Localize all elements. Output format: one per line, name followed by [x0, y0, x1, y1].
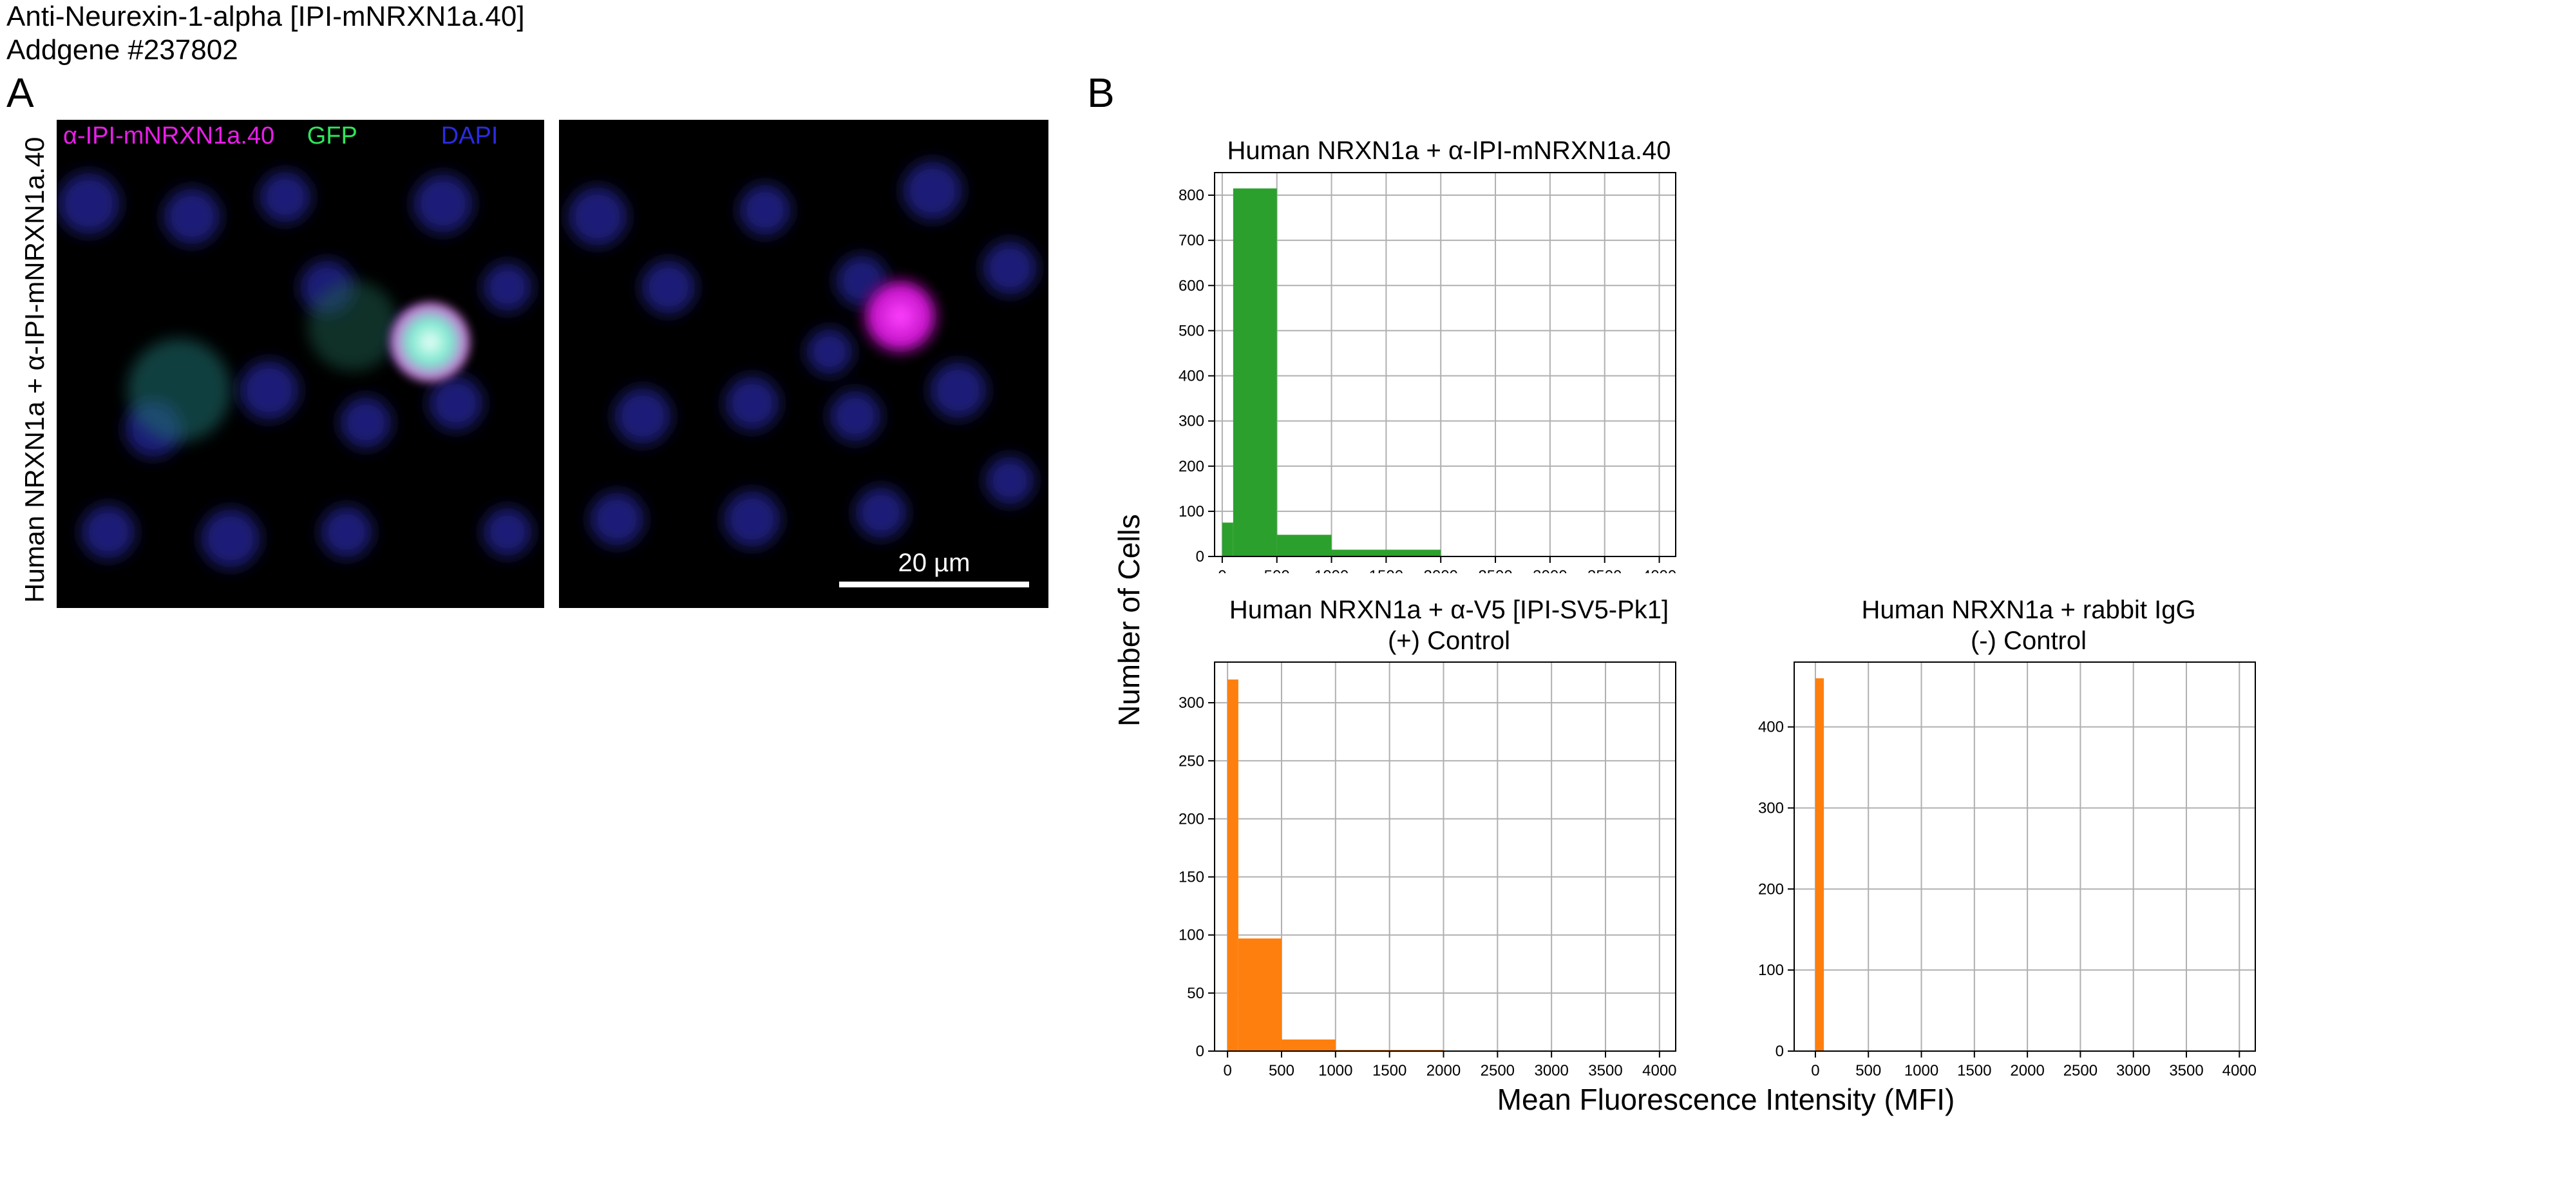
y-tick-label: 400 — [1758, 719, 1784, 736]
x-tick-label: 500 — [1855, 1062, 1881, 1079]
plot-frame — [1794, 661, 2256, 1052]
y-tick-label: 600 — [1179, 277, 1204, 294]
histogram-bar — [1331, 549, 1441, 556]
x-tick-label: 3500 — [1588, 1062, 1622, 1079]
y-tick-label: 500 — [1179, 322, 1204, 339]
y-tick-label: 400 — [1179, 368, 1204, 385]
channel-legend: α-IPI-mNRXN1a.40 GFP DAPI — [63, 122, 498, 150]
hist2-subtitle: (+) Control — [1387, 627, 1511, 655]
hist3-title: Human NRXN1a + rabbit IgG — [1861, 596, 2196, 624]
panel-a-row-label: Human NRXN1a + α-IPI-mNRXN1a.40 — [19, 137, 50, 603]
x-tick-label: 4000 — [1642, 567, 1676, 573]
plot-frame — [1214, 661, 1676, 1052]
shared-x-axis-label: Mean Fluorescence Intensity (MFI) — [1497, 1083, 1955, 1116]
histogram-bar — [1233, 188, 1277, 557]
y-tick-label: 150 — [1179, 869, 1204, 886]
x-tick-label: 2000 — [1426, 1062, 1461, 1079]
x-tick-label: 2500 — [1481, 1062, 1515, 1079]
shared-y-axis-label: Number of Cells — [1112, 514, 1146, 726]
y-tick-label: 300 — [1179, 413, 1204, 430]
x-tick-label: 1000 — [1314, 567, 1349, 573]
x-tick-label: 1000 — [1904, 1062, 1938, 1079]
x-tick-label: 500 — [1264, 567, 1290, 573]
y-tick-label: 250 — [1179, 752, 1204, 770]
x-tick-label: 2000 — [1424, 567, 1458, 573]
y-tick-label: 100 — [1179, 927, 1204, 944]
histogram-bar — [1281, 1039, 1336, 1051]
x-tick-label: 1500 — [1369, 567, 1403, 573]
x-tick-label: 4000 — [2222, 1062, 2257, 1079]
y-tick-label: 300 — [1758, 800, 1784, 817]
channel-label-dapi: DAPI — [440, 122, 498, 149]
panel-b-letter: B — [1087, 70, 1115, 116]
histogram-bar — [1222, 522, 1233, 556]
y-tick-label: 300 — [1179, 694, 1204, 712]
y-tick-label: 100 — [1758, 962, 1784, 979]
hist3-subtitle: (-) Control — [1970, 627, 2087, 655]
hist2-title: Human NRXN1a + α-V5 [IPI-SV5-Pk1] — [1229, 596, 1669, 624]
y-tick-label: 50 — [1187, 985, 1204, 1002]
x-tick-label: 2500 — [2063, 1062, 2098, 1079]
x-tick-label: 0 — [1218, 567, 1226, 573]
x-tick-label: 0 — [1223, 1062, 1231, 1079]
channel-label-gfp: GFP — [307, 122, 357, 149]
x-tick-label: 4000 — [1642, 1062, 1676, 1079]
channel-label-antibody: α-IPI-mNRXN1a.40 — [63, 122, 275, 149]
hist1-title: Human NRXN1a + α-IPI-mNRXN1a.40 — [1227, 137, 1671, 165]
x-tick-label: 1000 — [1318, 1062, 1352, 1079]
figure-subtitle: Addgene #237802 — [6, 34, 238, 66]
x-tick-label: 3500 — [1587, 567, 1622, 573]
x-tick-label: 1500 — [1372, 1062, 1406, 1079]
y-tick-label: 200 — [1179, 810, 1204, 828]
hist1-chart: 0 500 1000 1500 2000 2500 3000 3500 4000 0 100 200 3… — [1179, 172, 1676, 573]
y-tick-label: 0 — [1196, 1043, 1204, 1060]
x-tick-label: 3500 — [2169, 1062, 2203, 1079]
x-tick-label: 0 — [1811, 1062, 1819, 1079]
panel-a-letter: A — [6, 70, 34, 116]
scale-bar-label: 20 µm — [898, 549, 971, 577]
histogram-bar — [1815, 678, 1824, 1051]
hist2-chart: 0 500 1000 1500 2000 2500 3000 3500 4000 0 50 100 15… — [1179, 661, 1677, 1079]
histogram-bar — [1276, 535, 1332, 556]
plot-frame — [1214, 172, 1676, 557]
y-tick-label: 800 — [1179, 187, 1204, 204]
x-tick-label: 3000 — [1534, 1062, 1568, 1079]
micrograph-antibody-channel — [559, 120, 1048, 608]
micrograph-merged — [57, 120, 544, 608]
x-tick-label: 1500 — [1957, 1062, 1991, 1079]
figure-title: Anti-Neurexin-1-alpha [IPI-mNRXN1a.40] — [6, 1, 525, 32]
y-tick-label: 0 — [1776, 1043, 1784, 1060]
histogram-bar — [1238, 938, 1282, 1051]
x-tick-label: 3000 — [2116, 1062, 2150, 1079]
x-tick-label: 3000 — [1533, 567, 1567, 573]
x-tick-label: 2500 — [1478, 567, 1512, 573]
y-tick-label: 700 — [1179, 232, 1204, 249]
y-tick-label: 200 — [1758, 880, 1784, 898]
x-tick-label: 2000 — [2010, 1062, 2044, 1079]
hist3-chart: 0 500 1000 1500 2000 2500 3000 3500 4000 0 100 200 3… — [1758, 661, 2257, 1079]
y-tick-label: 100 — [1179, 503, 1204, 520]
y-tick-label: 0 — [1196, 548, 1204, 565]
histogram-bar — [1227, 679, 1238, 1051]
x-tick-label: 500 — [1269, 1062, 1294, 1079]
y-tick-label: 200 — [1179, 458, 1204, 475]
